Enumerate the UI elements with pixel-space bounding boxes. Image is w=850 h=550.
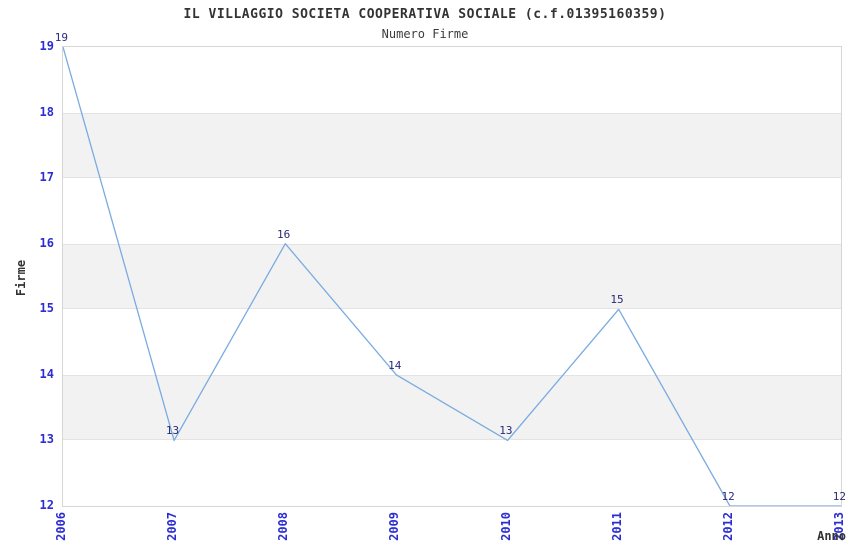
x-tick-label: 2012 bbox=[720, 512, 735, 541]
y-tick-label: 15 bbox=[39, 301, 54, 316]
y-tick-label: 12 bbox=[39, 498, 54, 512]
point-label: 16 bbox=[276, 227, 291, 241]
x-tick-label: 2009 bbox=[387, 512, 402, 541]
y-tick-label: 19 bbox=[39, 39, 54, 53]
point-label: 13 bbox=[165, 424, 180, 438]
y-axis-title: Firme bbox=[14, 259, 28, 297]
y-tick-label: 14 bbox=[39, 366, 54, 381]
shaded-band bbox=[63, 112, 841, 179]
x-tick-label: 2006 bbox=[54, 512, 68, 541]
point-label: 14 bbox=[388, 358, 402, 372]
plot-area bbox=[62, 46, 842, 507]
x-tick-label: 2007 bbox=[165, 512, 180, 541]
data-line bbox=[63, 47, 841, 506]
y-tick-label: 18 bbox=[39, 104, 54, 119]
chart-subtitle: Numero Firme bbox=[381, 27, 469, 41]
x-tick-label: 2011 bbox=[609, 512, 624, 541]
shaded-band bbox=[63, 243, 841, 310]
point-label: 12 bbox=[832, 490, 846, 503]
point-label: 15 bbox=[610, 293, 624, 307]
x-tick-label: 2010 bbox=[498, 512, 513, 541]
y-tick-label: 17 bbox=[39, 170, 54, 185]
point-label: 12 bbox=[721, 490, 735, 503]
chart-title: IL VILLAGGIO SOCIETA COOPERATIVA SOCIALE… bbox=[183, 7, 667, 22]
y-tick-label: 13 bbox=[39, 432, 54, 447]
x-axis-title: Anno bbox=[817, 529, 846, 543]
x-tick-label: 2008 bbox=[276, 512, 291, 541]
point-label: 19 bbox=[54, 31, 68, 44]
point-label: 13 bbox=[499, 424, 513, 438]
y-tick-label: 16 bbox=[39, 235, 54, 250]
